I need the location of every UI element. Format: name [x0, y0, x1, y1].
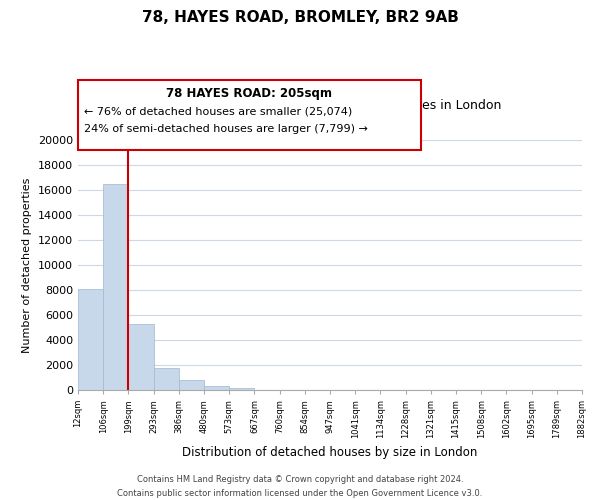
Bar	[229, 388, 254, 390]
Bar	[154, 368, 179, 390]
Bar	[128, 324, 154, 390]
Bar	[103, 184, 128, 390]
Bar	[204, 386, 229, 390]
Title: Size of property relative to detached houses in London: Size of property relative to detached ho…	[158, 100, 502, 112]
Bar	[179, 380, 204, 390]
X-axis label: Distribution of detached houses by size in London: Distribution of detached houses by size …	[182, 446, 478, 460]
Text: ← 76% of detached houses are smaller (25,074): ← 76% of detached houses are smaller (25…	[84, 106, 352, 116]
Text: 24% of semi-detached houses are larger (7,799) →: 24% of semi-detached houses are larger (…	[84, 124, 368, 134]
Bar	[78, 289, 103, 390]
Text: 78 HAYES ROAD: 205sqm: 78 HAYES ROAD: 205sqm	[166, 88, 332, 101]
Text: Contains HM Land Registry data © Crown copyright and database right 2024.
Contai: Contains HM Land Registry data © Crown c…	[118, 476, 482, 498]
Y-axis label: Number of detached properties: Number of detached properties	[22, 178, 32, 352]
Text: 78, HAYES ROAD, BROMLEY, BR2 9AB: 78, HAYES ROAD, BROMLEY, BR2 9AB	[142, 10, 458, 25]
